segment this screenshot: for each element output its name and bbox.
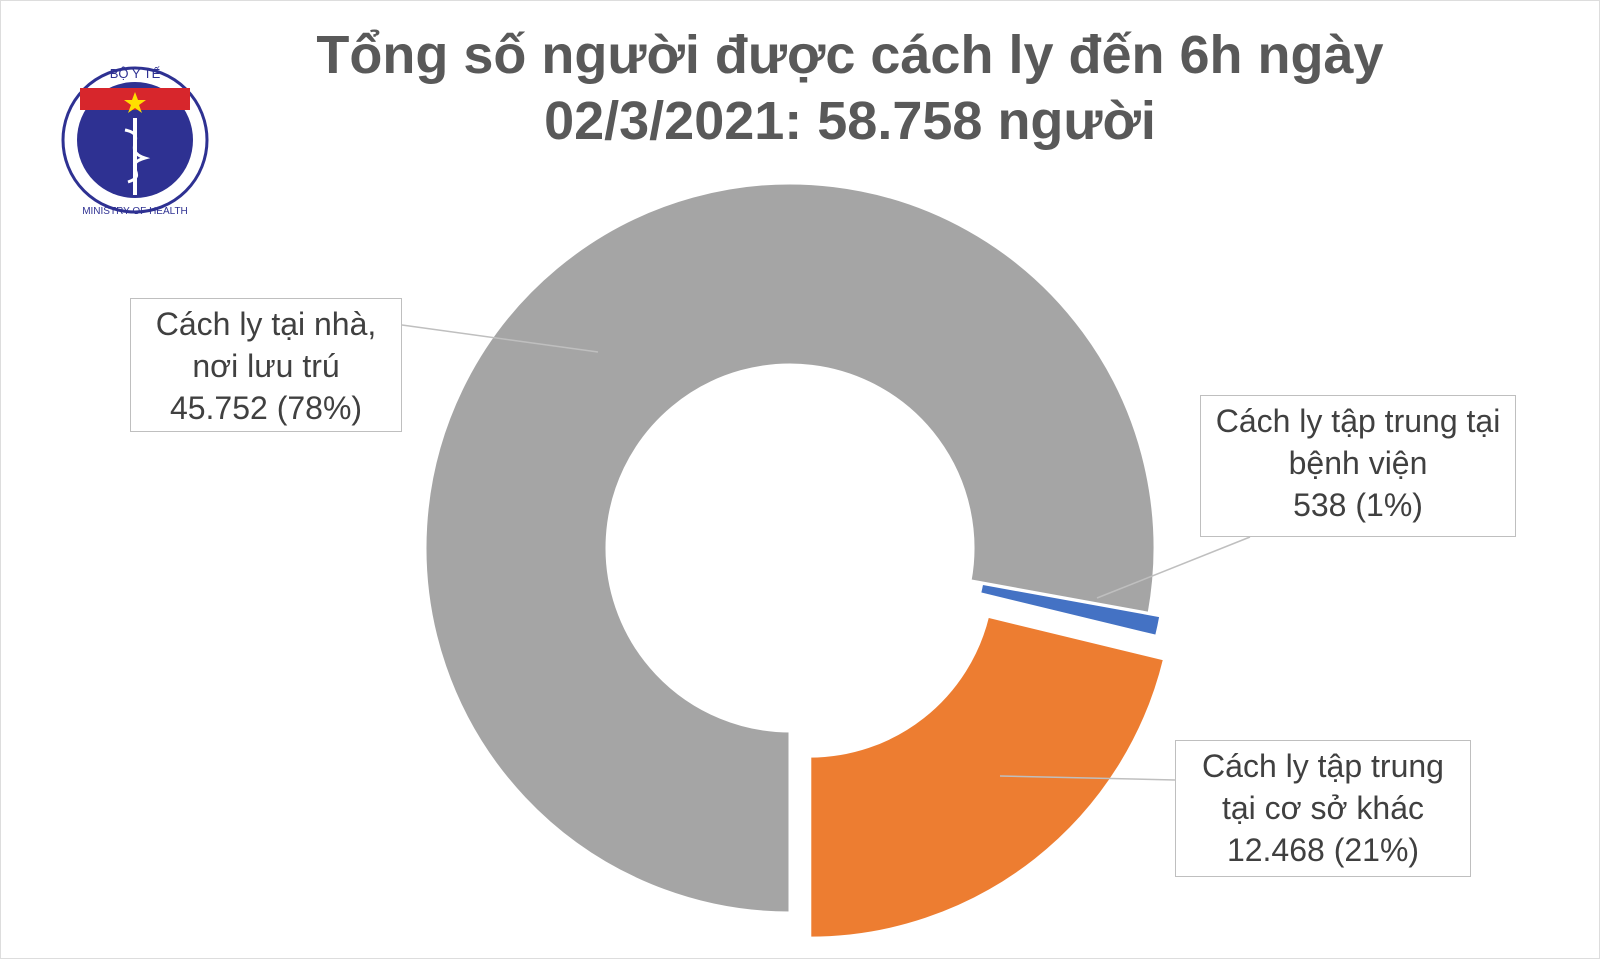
data-label-name: Cách ly tập trung tại cơ sở khác [1202,748,1444,826]
data-label-box: Cách ly tại nhà, nơi lưu trú 45.752 (78%) [130,298,402,432]
data-label-value: 45.752 (78%) [169,390,363,426]
data-label-name: Cách ly tập trung tại bệnh viện [1215,403,1501,481]
data-label-value: 12.468 (21%) [1226,832,1420,868]
logo: BỘ Y TẾ MINISTRY OF HEALTH [61,66,209,217]
leader-line [401,324,599,353]
leader-line [999,775,1176,781]
data-label-name: Cách ly tại nhà, nơi lưu trú [155,306,377,384]
logo-snake [124,128,151,184]
logo-bottom-text: MINISTRY OF HEALTH [82,206,188,217]
data-label-value: 538 (1%) [1293,487,1423,523]
chart-title: Tổng số người được cách ly đến 6h ngày 0… [316,25,1384,151]
data-label-box: Cách ly tập trung tại bệnh viện 538 (1%) [1200,395,1516,537]
leader-line [1096,536,1251,599]
slice [423,181,1157,915]
logo-star [124,92,146,113]
slice [808,614,1167,940]
slice [977,581,1163,639]
logo-top-text: BỘ Y TẾ [110,66,161,81]
data-label-box: Cách ly tập trung tại cơ sở khác 12.468 (… [1175,740,1471,877]
